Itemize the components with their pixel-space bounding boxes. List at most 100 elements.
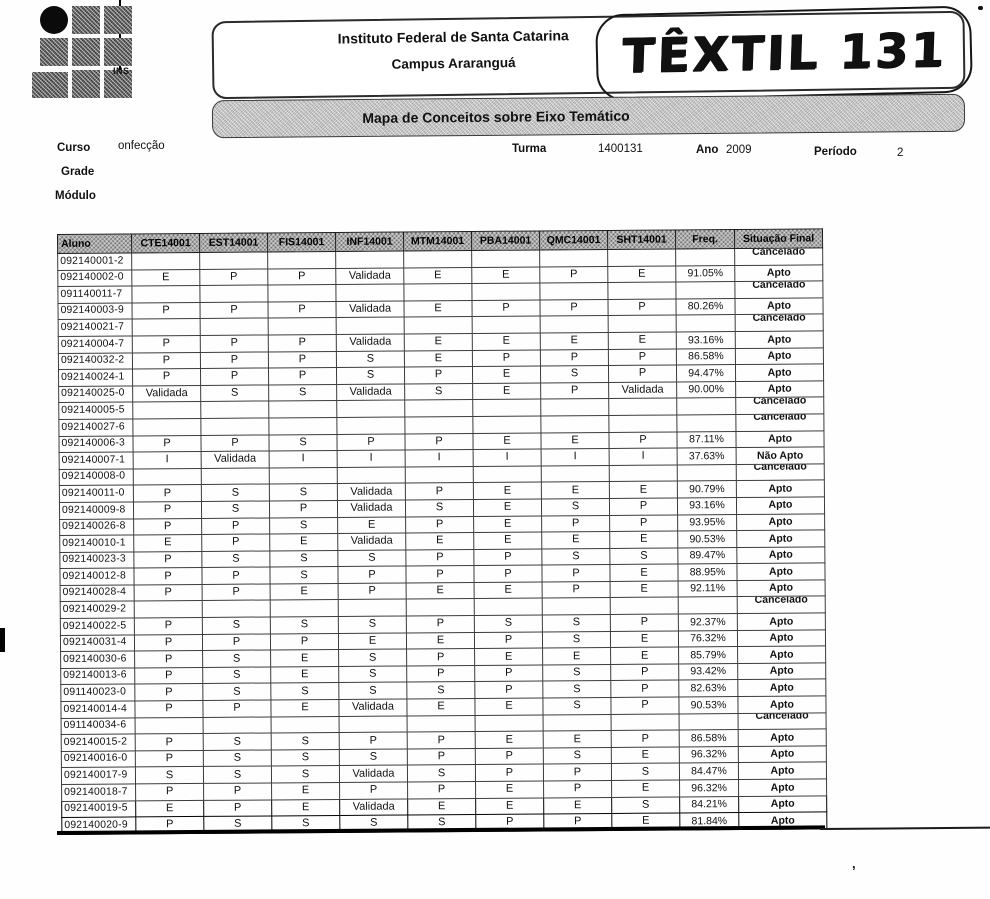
grade-cell: E — [270, 666, 339, 684]
grade-cell: S — [270, 616, 339, 634]
student-id-cell: 092140016-0 — [61, 750, 136, 768]
handwritten-class-label: TÊXTIL 131 — [620, 22, 948, 85]
column-header: Freq. — [675, 229, 735, 249]
grade-cell: P — [339, 732, 408, 750]
turma-label: Turma — [512, 143, 547, 155]
grade-cell: E — [406, 582, 475, 600]
grade-cell — [132, 418, 201, 436]
grade-cell: P — [474, 631, 543, 649]
grade-cell — [542, 597, 611, 616]
grade-cell: P — [475, 747, 544, 765]
student-id-cell: 092140010-1 — [59, 535, 134, 553]
handwritten-class-box: TÊXTIL 131 — [594, 5, 974, 102]
student-id-cell: 092140012-8 — [59, 568, 135, 586]
grade-cell — [404, 416, 473, 434]
grade-cell: E — [474, 697, 544, 716]
grade-cell: Validada — [338, 698, 408, 717]
student-id-cell: 092140026-8 — [59, 518, 134, 536]
grade-cell: S — [202, 683, 271, 701]
grade-cell: P — [202, 583, 271, 601]
situacao-text: Apto — [767, 366, 792, 379]
situacao-cell: Cancelado — [737, 596, 826, 614]
grade-cell: I — [609, 448, 678, 466]
situacao-text: Cancelado — [755, 712, 809, 723]
grade-cell: S — [542, 697, 612, 715]
situacao-cell: Cancelado — [734, 281, 823, 299]
freq-cell — [676, 397, 736, 415]
freq-cell: 84.47% — [679, 762, 739, 780]
grade-cell: S — [269, 483, 338, 501]
student-id-cell: 092140002-0 — [57, 269, 132, 287]
grade-cell: P — [200, 301, 269, 319]
situacao-cell: Cancelado — [738, 712, 827, 730]
situacao-text: Apto — [768, 499, 793, 512]
grade-cell: E — [269, 533, 338, 551]
grade-cell: E — [475, 731, 544, 749]
grade-cell: S — [540, 365, 609, 383]
student-id-cell: 092140003-9 — [58, 302, 133, 320]
situacao-text: Apto — [770, 764, 795, 777]
grade-cell: S — [268, 433, 338, 452]
grade-cell: P — [268, 301, 337, 319]
periodo-label: Período — [814, 146, 857, 158]
grade-cell: E — [270, 649, 339, 667]
situacao-cell: Cancelado — [734, 247, 823, 266]
grade-cell: P — [608, 431, 678, 449]
grade-cell: P — [135, 750, 204, 768]
grade-cell: P — [132, 302, 201, 320]
freq-cell: 96.32% — [679, 779, 739, 797]
grade-cell: P — [201, 567, 271, 585]
grade-cell — [268, 417, 337, 435]
grade-cell — [608, 414, 677, 432]
situacao-text: Não Apto — [756, 449, 804, 462]
situacao-text: Cancelado — [753, 397, 807, 407]
grade-cell: S — [203, 749, 272, 767]
freq-cell: 90.00% — [676, 381, 736, 399]
grade-cell: E — [609, 564, 679, 582]
grade-cell: S — [407, 764, 476, 782]
situacao-text: Apto — [768, 432, 793, 445]
grade-cell: P — [134, 683, 203, 701]
grade-cell: P — [200, 334, 269, 353]
grades-table: Aluno CTE14001 EST14001 FIS14001 INF14001 MTM… — [57, 228, 827, 835]
situacao-cell: Apto — [737, 629, 826, 647]
grade-cell: P — [543, 780, 612, 798]
grade-cell: P — [202, 633, 271, 651]
grade-cell: P — [404, 432, 474, 451]
grade-cell — [199, 285, 269, 303]
grade-cell: P — [407, 748, 476, 766]
grade-cell: P — [472, 349, 541, 367]
grade-cell: E — [611, 746, 680, 764]
grade-cell: S — [541, 498, 610, 516]
grade-cell: P — [134, 650, 203, 668]
grade-cell: P — [609, 497, 678, 515]
grade-cell: P — [132, 368, 201, 386]
situacao-cell: Apto — [737, 646, 826, 664]
grade-cell: E — [541, 481, 610, 499]
freq-cell: 91.05% — [675, 265, 735, 283]
grade-cell — [472, 399, 541, 417]
grade-cell: Validada — [336, 383, 405, 401]
grade-cell: E — [475, 797, 544, 815]
grade-cell: P — [404, 366, 473, 384]
situacao-text: Apto — [766, 266, 791, 279]
grade-cell: E — [543, 797, 612, 815]
student-id-cell: 092140027-6 — [58, 418, 133, 437]
grade-cell: E — [135, 800, 204, 818]
grade-cell — [540, 398, 609, 416]
grade-cell: E — [472, 432, 542, 450]
grade-cell: S — [203, 766, 272, 784]
grade-cell — [404, 316, 473, 334]
situacao-text: Apto — [769, 631, 794, 644]
grade-cell: S — [201, 500, 270, 518]
student-id-cell: 092140004-7 — [58, 335, 133, 354]
grade-cell: S — [337, 549, 406, 567]
report-title: Mapa de Conceitos sobre Eixo Temático — [362, 107, 630, 126]
situacao-text: Cancelado — [753, 413, 807, 424]
student-id-cell: 092140011-0 — [59, 485, 134, 503]
grade-cell: E — [473, 498, 542, 516]
grade-cell: P — [338, 582, 407, 600]
ano-label: Ano — [696, 144, 719, 156]
grade-cell: P — [539, 299, 609, 317]
grade-cell: I — [405, 449, 474, 467]
